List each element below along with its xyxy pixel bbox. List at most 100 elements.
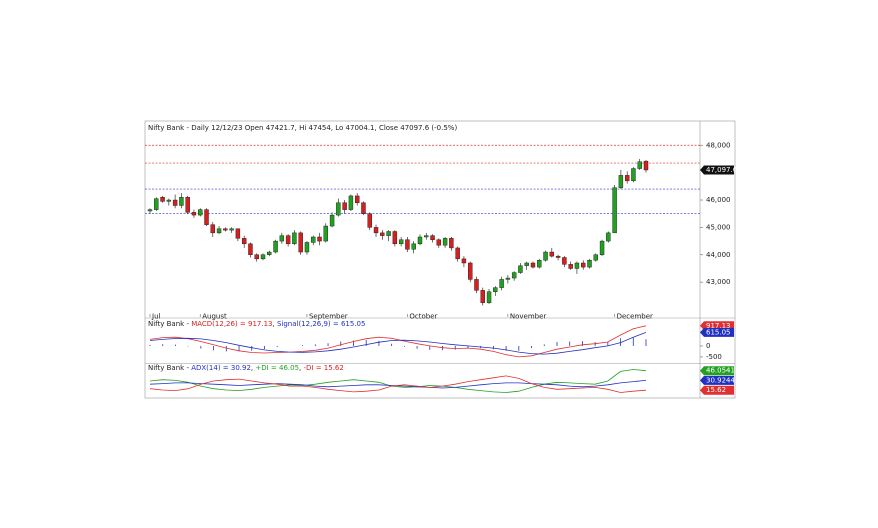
candle-body [210, 224, 215, 234]
candle-body [424, 235, 429, 238]
candle-body [216, 228, 222, 234]
y-tick-label: 46,000 [706, 196, 731, 204]
candle-body [317, 236, 322, 242]
value-label-box [700, 366, 734, 376]
title-part: +DI = 46.05 [255, 364, 299, 372]
candle-body [442, 238, 448, 246]
candle-body [166, 199, 172, 202]
candle-body [555, 255, 561, 258]
x-tick-label: Jul [151, 313, 161, 321]
last-value-label-box [700, 165, 734, 175]
title-part: ADX(14) = 30.92 [191, 364, 251, 372]
candle-body [285, 235, 291, 245]
value-label: 615.05 [706, 328, 731, 336]
candle-body [191, 212, 197, 216]
y-tick-label: 0 [706, 342, 710, 350]
candle-body [499, 279, 504, 288]
candle-body [354, 195, 360, 203]
candle-body [329, 214, 335, 227]
candle-body [449, 238, 454, 249]
candle-body [587, 260, 592, 268]
indicator-line [149, 325, 647, 358]
panel-title: Nifty Bank - Daily 12/12/23 Open 47421.7… [148, 124, 457, 132]
candle-body [411, 243, 416, 250]
indicator-line [149, 375, 647, 393]
title-part: MACD(12,26) = 917.13 [191, 320, 272, 328]
candle-body [436, 239, 442, 246]
candle-body [235, 228, 241, 239]
value-label-box [700, 385, 734, 395]
title-part: , [299, 364, 303, 372]
value-label: 917.13 [706, 322, 731, 330]
candle-body [254, 254, 259, 260]
candle-body [530, 262, 536, 268]
value-label: 30.9244 [706, 376, 735, 384]
title-part: Nifty Bank - Daily 12/12/23 Open 47421.7… [148, 124, 457, 132]
candle-body [279, 235, 285, 242]
candle-body [260, 254, 266, 260]
candle-body [574, 262, 580, 269]
title-part: , [273, 320, 277, 328]
candle-body [154, 198, 159, 210]
indicator-line [149, 332, 647, 355]
candle-body [392, 231, 398, 245]
candle-body [468, 262, 473, 280]
y-tick-label: 43,000 [706, 278, 731, 286]
candle-body [480, 290, 485, 303]
y-tick-label: 45,000 [706, 223, 731, 231]
title-part: , [251, 364, 255, 372]
value-label: 15.62 [706, 386, 726, 394]
candle-body [631, 168, 636, 182]
candle-body [618, 175, 624, 188]
panel-title: Nifty Bank - MACD(12,26) = 917.13, Signa… [148, 320, 365, 328]
candle-body [474, 279, 479, 291]
candle-body [524, 262, 529, 266]
candle-body [223, 228, 228, 231]
candle-body [185, 197, 190, 213]
candle-body [606, 232, 611, 242]
candle-body [537, 260, 542, 268]
candle-body [248, 243, 253, 255]
title-part: Nifty Bank - [148, 364, 191, 372]
candle-body [549, 251, 555, 257]
candle-body [637, 161, 642, 169]
candle-body [342, 202, 347, 210]
chart-frame [144, 120, 736, 399]
candle-body [461, 258, 467, 264]
x-tick-label: August [202, 313, 227, 321]
title-part: Signal(12,26,9) = 615.05 [277, 320, 366, 328]
y-tick-label: 44,000 [706, 251, 731, 259]
candle-body [361, 202, 366, 214]
candle-body [348, 195, 354, 210]
candle-body [599, 240, 605, 255]
candle-body [179, 197, 184, 206]
title-part: -DI = 15.62 [304, 364, 344, 372]
candle-body [612, 187, 617, 234]
candle-body [486, 291, 492, 303]
x-tick-label: September [309, 313, 348, 321]
candle-body [398, 239, 404, 245]
candle-body [430, 235, 435, 240]
candle-body [386, 231, 391, 236]
candle-body [405, 239, 410, 250]
candle-body [593, 254, 598, 261]
candle-body [373, 227, 379, 234]
candle-body [198, 209, 203, 216]
candle-body [518, 265, 523, 273]
candle-body [417, 236, 423, 245]
value-label-box [700, 375, 734, 385]
candle-body [336, 202, 341, 216]
panel-title: Nifty Bank - ADX(14) = 30.92, +DI = 46.0… [148, 364, 344, 372]
candle-body [543, 251, 548, 261]
candle-body [229, 228, 234, 231]
candle-body [455, 247, 460, 260]
candle-body [298, 232, 303, 253]
candle-body [505, 277, 511, 280]
candle-body [323, 225, 328, 242]
candle-body [147, 209, 153, 212]
candle-body [311, 236, 316, 243]
candle-body [367, 213, 372, 228]
x-tick-label: December [617, 313, 653, 321]
last-value-label: 47,097.6 [706, 166, 738, 174]
